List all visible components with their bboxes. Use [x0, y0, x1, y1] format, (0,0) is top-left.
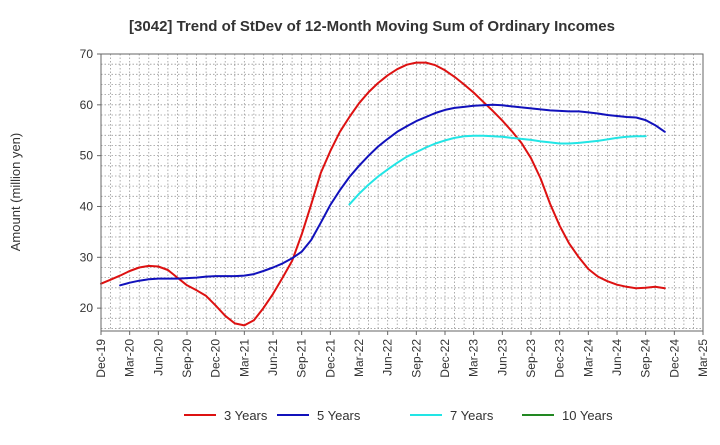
legend-label-5-years: 5 Years [317, 408, 361, 423]
grid-layer [101, 54, 703, 331]
x-tick-label: Sep-24 [639, 339, 653, 378]
y-tick-label: 50 [80, 149, 94, 163]
x-tick-label: Dec-19 [94, 339, 108, 378]
x-tick-label: Jun-24 [610, 339, 624, 376]
x-tick-label: Jun-20 [151, 339, 165, 376]
x-tick-label: Jun-22 [381, 339, 395, 376]
legend-label-10-years: 10 Years [562, 408, 613, 423]
y-axis-label: Amount (million yen) [8, 133, 23, 252]
legend-label-3-years: 3 Years [224, 408, 268, 423]
x-tick-label: Dec-22 [438, 339, 452, 378]
x-tick-label: Jun-23 [495, 339, 509, 376]
x-tick-label: Mar-21 [237, 339, 251, 377]
legend: 3 Years 5 Years 7 Years 10 Years [184, 408, 613, 423]
x-tick-label: Mar-22 [352, 339, 366, 377]
x-tick-label: Sep-23 [524, 339, 538, 378]
plot-frame [100, 53, 704, 332]
y-tick-label: 30 [80, 250, 94, 264]
x-tick-label: Dec-24 [667, 339, 681, 378]
x-tick-label: Sep-22 [409, 339, 423, 378]
chart-title: [3042] Trend of StDev of 12-Month Moving… [129, 18, 615, 35]
series-line-7-years [348, 134, 647, 206]
y-tick-label: 70 [80, 47, 94, 61]
series-line-5-years [119, 103, 666, 287]
x-tick-label: Sep-20 [180, 339, 194, 378]
x-tick-label: Sep-21 [295, 339, 309, 378]
x-tick-label: Dec-21 [323, 339, 337, 378]
x-tick-label: Mar-23 [467, 339, 481, 377]
x-tick-label: Mar-24 [581, 339, 595, 377]
x-tick-label: Mar-20 [123, 339, 137, 377]
x-tick-label: Jun-21 [266, 339, 280, 376]
series-line-3-years [100, 61, 666, 327]
x-tick-label: Mar-25 [696, 339, 710, 377]
axis-tick-layer: 20 30 40 50 60 70 Dec-19 Mar-20 Jun-20 Sep-20 Dec-… [80, 47, 710, 378]
x-tick-label: Dec-23 [553, 339, 567, 378]
series-layer [100, 61, 666, 327]
y-tick-label: 60 [80, 98, 94, 112]
y-tick-label: 40 [80, 199, 94, 213]
x-tick-label: Dec-20 [209, 339, 223, 378]
legend-label-7-years: 7 Years [450, 408, 494, 423]
y-tick-label: 20 [80, 301, 94, 315]
